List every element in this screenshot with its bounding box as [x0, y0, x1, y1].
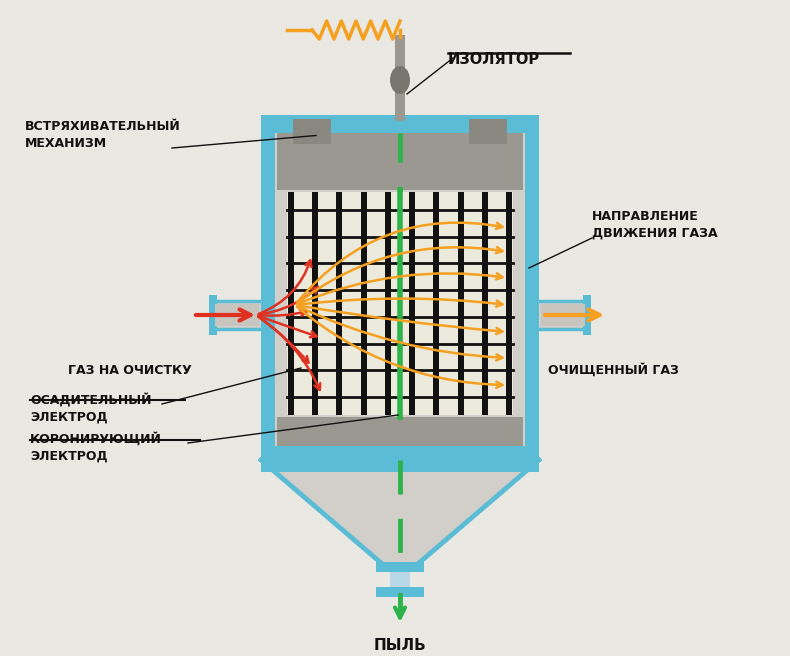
Bar	[457, 192, 464, 415]
Bar	[261, 115, 539, 133]
Bar	[261, 460, 539, 472]
Bar	[395, 35, 405, 121]
Bar	[293, 119, 331, 144]
Ellipse shape	[390, 66, 410, 94]
Text: ПЫЛЬ: ПЫЛЬ	[374, 638, 427, 653]
Polygon shape	[261, 460, 539, 562]
Text: НАПРАВЛЕНИЕ
ДВИЖЕНИЯ ГАЗА: НАПРАВЛЕНИЕ ДВИЖЕНИЯ ГАЗА	[592, 210, 717, 240]
Bar	[482, 192, 487, 415]
Bar	[385, 192, 391, 415]
Bar	[337, 192, 342, 415]
Bar	[277, 131, 523, 190]
Bar	[376, 562, 424, 572]
Bar	[361, 192, 367, 415]
Bar	[434, 192, 439, 415]
Bar	[312, 192, 318, 415]
Bar	[390, 562, 410, 597]
Text: ГАЗ НА ОЧИСТКУ: ГАЗ НА ОЧИСТКУ	[68, 363, 192, 377]
Text: ВСТРЯХИВАТЕЛЬНЫЙ
МЕХАНИЗМ: ВСТРЯХИВАТЕЛЬНЫЙ МЕХАНИЗМ	[25, 120, 181, 150]
Text: КОРОНИРУЮЩИЙ
ЭЛЕКТРОД: КОРОНИРУЮЩИЙ ЭЛЕКТРОД	[30, 432, 162, 462]
Bar	[275, 115, 525, 460]
Bar	[261, 115, 539, 121]
Bar	[215, 304, 259, 326]
Text: ИЗОЛЯТОР: ИЗОЛЯТОР	[448, 52, 540, 68]
Bar	[506, 192, 512, 415]
Bar	[261, 115, 275, 460]
Bar	[409, 192, 415, 415]
Bar	[209, 295, 217, 335]
Bar	[583, 295, 591, 335]
Bar	[213, 301, 261, 329]
Bar	[539, 301, 587, 329]
Bar	[287, 192, 513, 415]
Bar	[288, 192, 294, 415]
Bar	[261, 446, 539, 460]
Bar	[525, 115, 539, 460]
Bar	[376, 587, 424, 597]
Bar	[541, 304, 585, 326]
Bar	[277, 417, 523, 448]
Bar	[469, 119, 507, 144]
Text: ОСАДИТЕЛЬНЫЙ
ЭЛЕКТРОД: ОСАДИТЕЛЬНЫЙ ЭЛЕКТРОД	[30, 392, 152, 424]
Text: ОЧИЩЕННЫЙ ГАЗ: ОЧИЩЕННЫЙ ГАЗ	[548, 363, 679, 377]
